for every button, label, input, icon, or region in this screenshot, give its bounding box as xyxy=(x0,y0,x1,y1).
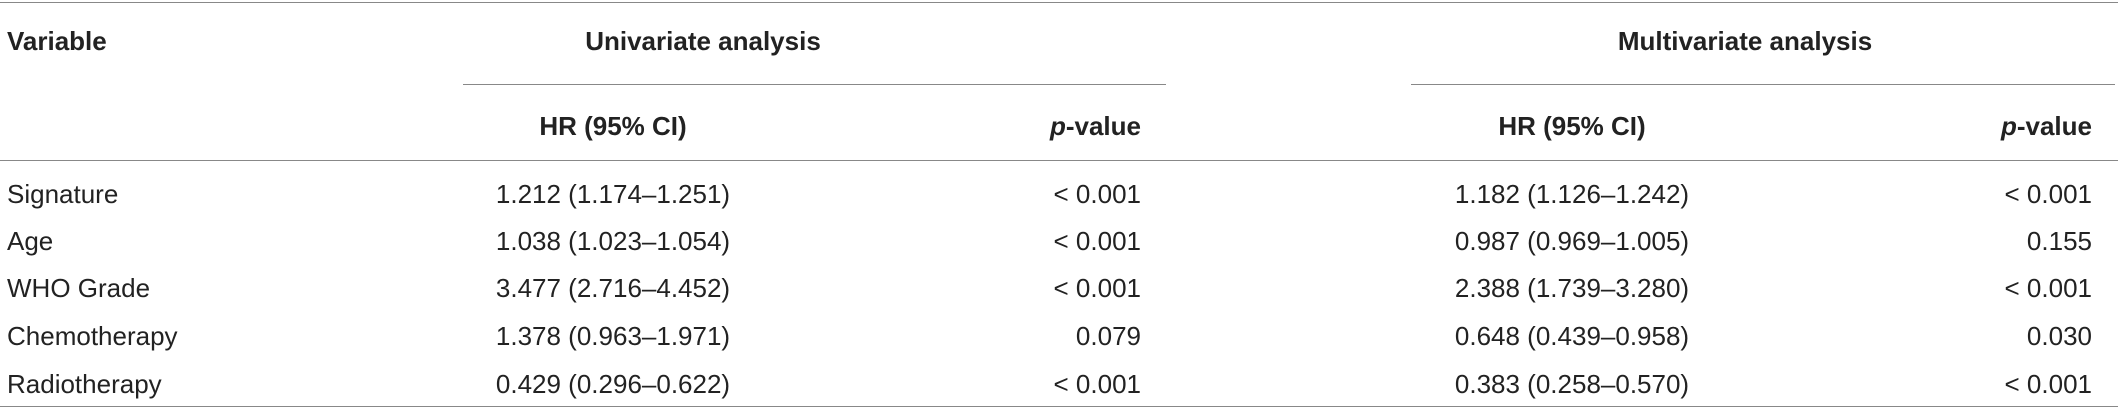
cell: 0.987 (0.969–1.005) xyxy=(1454,226,1690,256)
subheader-italic: p xyxy=(1049,111,1066,141)
rule xyxy=(1411,84,2115,85)
cell: < 0.001 xyxy=(2004,273,2092,303)
rule xyxy=(0,2,2118,3)
cell: 1.212 (1.174–1.251) xyxy=(495,179,731,209)
row-label: Radiotherapy xyxy=(7,369,162,399)
subheader: p-value xyxy=(2001,111,2092,141)
subheader: p-value xyxy=(1050,111,1141,141)
subheader: HR (95% CI) xyxy=(539,111,687,141)
cell: 1.038 (1.023–1.054) xyxy=(495,226,731,256)
group-header: Univariate analysis xyxy=(585,26,821,56)
row-label: Age xyxy=(7,226,54,256)
row-label: WHO Grade xyxy=(7,273,151,303)
cell: 0.155 xyxy=(2026,226,2092,256)
cell: < 0.001 xyxy=(1053,226,1141,256)
cell: 0.383 (0.258–0.570) xyxy=(1454,369,1690,399)
cell: < 0.001 xyxy=(1053,179,1141,209)
subheader-rest: -value xyxy=(1065,111,1141,141)
cell: < 0.001 xyxy=(2004,369,2092,399)
group-header: Multivariate analysis xyxy=(1617,26,1873,56)
subheader: HR (95% CI) xyxy=(1498,111,1646,141)
cell: 0.030 xyxy=(2026,321,2092,351)
cell: 0.429 (0.296–0.622) xyxy=(495,369,731,399)
subheader-rest: -value xyxy=(2016,111,2092,141)
cell: 0.648 (0.439–0.958) xyxy=(1454,321,1690,351)
cell: < 0.001 xyxy=(2004,179,2092,209)
rule xyxy=(0,406,2118,407)
cell: 3.477 (2.716–4.452) xyxy=(495,273,731,303)
row-label: Signature xyxy=(7,179,119,209)
cell: 0.079 xyxy=(1075,321,1141,351)
cell: 1.182 (1.126–1.242) xyxy=(1454,179,1690,209)
subheader-italic: p xyxy=(2000,111,2017,141)
header-variable: Variable xyxy=(7,26,107,56)
cell: < 0.001 xyxy=(1053,273,1141,303)
rule xyxy=(0,160,2118,161)
cell: 2.388 (1.739–3.280) xyxy=(1454,273,1690,303)
rule xyxy=(463,84,1166,85)
cell: < 0.001 xyxy=(1053,369,1141,399)
row-label: Chemotherapy xyxy=(7,321,178,351)
cell: 1.378 (0.963–1.971) xyxy=(495,321,731,351)
